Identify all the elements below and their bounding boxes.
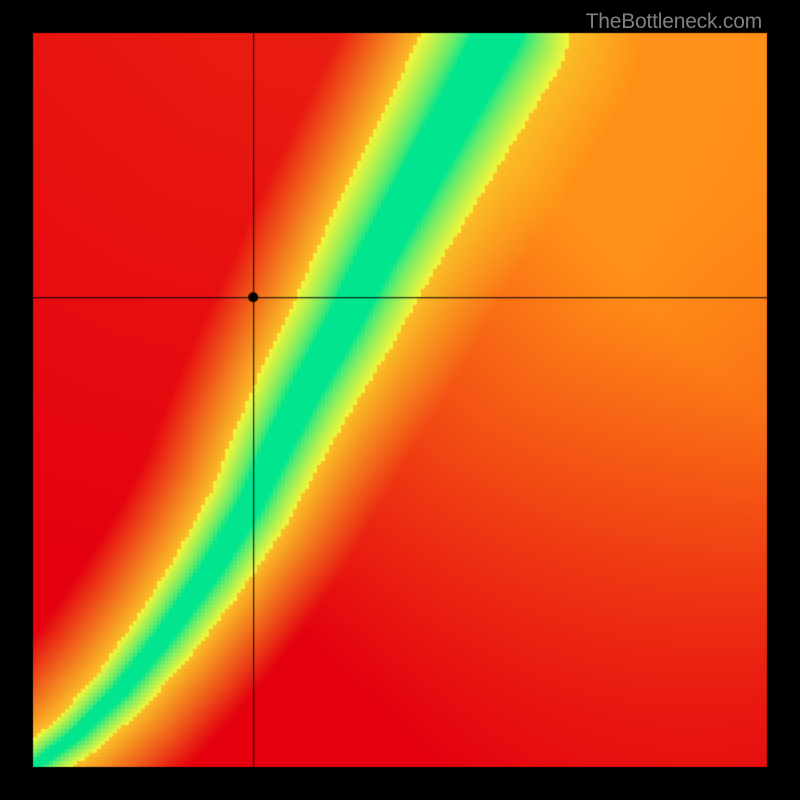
attribution-text: TheBottleneck.com bbox=[586, 10, 762, 34]
crosshair-overlay bbox=[0, 0, 800, 800]
